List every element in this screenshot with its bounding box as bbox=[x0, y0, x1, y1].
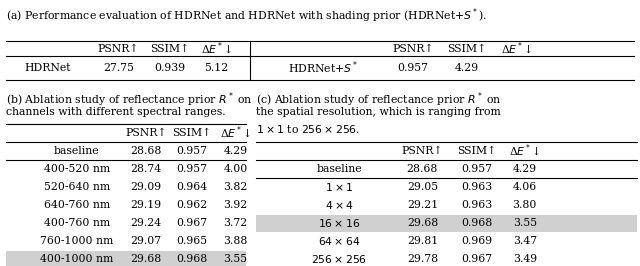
Text: 29.68: 29.68 bbox=[407, 218, 438, 228]
Text: 29.78: 29.78 bbox=[407, 254, 438, 264]
Text: 0.969: 0.969 bbox=[461, 236, 492, 246]
Text: baseline: baseline bbox=[54, 146, 100, 156]
Text: 0.968: 0.968 bbox=[177, 254, 207, 264]
Text: 27.75: 27.75 bbox=[103, 63, 134, 73]
Text: 3.55: 3.55 bbox=[223, 254, 248, 264]
Text: channels with different spectral ranges.: channels with different spectral ranges. bbox=[6, 107, 226, 117]
Text: PSNR↑: PSNR↑ bbox=[402, 146, 443, 156]
Text: PSNR↑: PSNR↑ bbox=[125, 128, 166, 138]
Text: 0.967: 0.967 bbox=[177, 218, 207, 228]
Text: PSNR↑: PSNR↑ bbox=[392, 44, 433, 53]
Text: 28.68: 28.68 bbox=[130, 146, 162, 156]
Text: $4 \times 4$: $4 \times 4$ bbox=[325, 199, 353, 211]
Text: 0.957: 0.957 bbox=[397, 63, 428, 73]
Text: 5.12: 5.12 bbox=[204, 63, 228, 73]
Text: 0.957: 0.957 bbox=[177, 164, 207, 174]
Text: 0.967: 0.967 bbox=[461, 254, 492, 264]
Text: 29.68: 29.68 bbox=[131, 254, 161, 264]
Text: baseline: baseline bbox=[316, 164, 362, 174]
Text: SSIM↑: SSIM↑ bbox=[447, 44, 487, 53]
Text: 29.81: 29.81 bbox=[407, 236, 438, 246]
Text: 3.47: 3.47 bbox=[513, 236, 537, 246]
Text: 400-520 nm: 400-520 nm bbox=[44, 164, 110, 174]
Text: 29.21: 29.21 bbox=[407, 200, 438, 210]
Text: 3.72: 3.72 bbox=[223, 218, 248, 228]
Text: 3.55: 3.55 bbox=[513, 218, 537, 228]
Text: $64 \times 64$: $64 \times 64$ bbox=[318, 235, 360, 247]
Text: 0.964: 0.964 bbox=[177, 182, 207, 192]
Text: (b) Ablation study of reflectance prior $R^*$ on: (b) Ablation study of reflectance prior … bbox=[6, 90, 253, 109]
Text: (c) Ablation study of reflectance prior $R^*$ on: (c) Ablation study of reflectance prior … bbox=[256, 90, 502, 109]
Text: SSIM↑: SSIM↑ bbox=[172, 128, 212, 138]
Text: 640-760 nm: 640-760 nm bbox=[44, 200, 110, 210]
Text: 4.29: 4.29 bbox=[513, 164, 537, 174]
Text: 0.968: 0.968 bbox=[461, 218, 492, 228]
Text: 400-760 nm: 400-760 nm bbox=[44, 218, 110, 228]
Text: 3.49: 3.49 bbox=[513, 254, 537, 264]
Text: 400-1000 nm: 400-1000 nm bbox=[40, 254, 113, 264]
Text: 0.957: 0.957 bbox=[177, 146, 207, 156]
Text: SSIM↑: SSIM↑ bbox=[457, 146, 497, 156]
Text: 0.963: 0.963 bbox=[461, 182, 492, 192]
Text: 4.29: 4.29 bbox=[455, 63, 479, 73]
Text: 29.09: 29.09 bbox=[131, 182, 161, 192]
Bar bbox=[256, 215, 637, 232]
Text: 29.07: 29.07 bbox=[131, 236, 161, 246]
Text: 28.68: 28.68 bbox=[406, 164, 438, 174]
Text: Δ$E^*$↓: Δ$E^*$↓ bbox=[220, 125, 251, 141]
Text: 29.24: 29.24 bbox=[131, 218, 161, 228]
Text: HDRNet: HDRNet bbox=[25, 63, 71, 73]
Text: the spatial resolution, which is ranging from: the spatial resolution, which is ranging… bbox=[256, 107, 500, 117]
Text: Δ$E^*$↓: Δ$E^*$↓ bbox=[509, 143, 540, 159]
Text: 4.06: 4.06 bbox=[513, 182, 537, 192]
Text: 0.962: 0.962 bbox=[177, 200, 207, 210]
Text: 3.92: 3.92 bbox=[223, 200, 248, 210]
Text: 0.963: 0.963 bbox=[461, 200, 492, 210]
Text: 0.965: 0.965 bbox=[177, 236, 207, 246]
Text: (a) Performance evaluation of HDRNet and HDRNet with shading prior (HDRNet+$S^*$: (a) Performance evaluation of HDRNet and… bbox=[6, 7, 487, 25]
Text: 3.80: 3.80 bbox=[513, 200, 537, 210]
Text: 520-640 nm: 520-640 nm bbox=[44, 182, 110, 192]
Text: SSIM↑: SSIM↑ bbox=[150, 44, 189, 53]
Text: 760-1000 nm: 760-1000 nm bbox=[40, 236, 113, 246]
Text: 3.82: 3.82 bbox=[223, 182, 248, 192]
Text: Δ$E^*$↓: Δ$E^*$↓ bbox=[502, 40, 532, 57]
Bar bbox=[6, 251, 246, 266]
Text: 29.19: 29.19 bbox=[131, 200, 161, 210]
Text: $16 \times 16$: $16 \times 16$ bbox=[318, 217, 360, 229]
Text: 4.00: 4.00 bbox=[223, 164, 248, 174]
Text: 0.939: 0.939 bbox=[154, 63, 185, 73]
Text: $256 \times 256$: $256 \times 256$ bbox=[311, 253, 367, 265]
Text: $1 \times 1$: $1 \times 1$ bbox=[325, 181, 353, 193]
Text: 0.957: 0.957 bbox=[461, 164, 492, 174]
Text: 3.88: 3.88 bbox=[223, 236, 248, 246]
Text: Δ$E^*$↓: Δ$E^*$↓ bbox=[201, 40, 232, 57]
Text: 4.29: 4.29 bbox=[223, 146, 248, 156]
Text: $1 \times 1$ to $256 \times 256$.: $1 \times 1$ to $256 \times 256$. bbox=[256, 123, 360, 135]
Text: PSNR↑: PSNR↑ bbox=[98, 44, 139, 53]
Text: 28.74: 28.74 bbox=[131, 164, 161, 174]
Text: HDRNet+$S^*$: HDRNet+$S^*$ bbox=[288, 60, 358, 76]
Text: 29.05: 29.05 bbox=[407, 182, 438, 192]
